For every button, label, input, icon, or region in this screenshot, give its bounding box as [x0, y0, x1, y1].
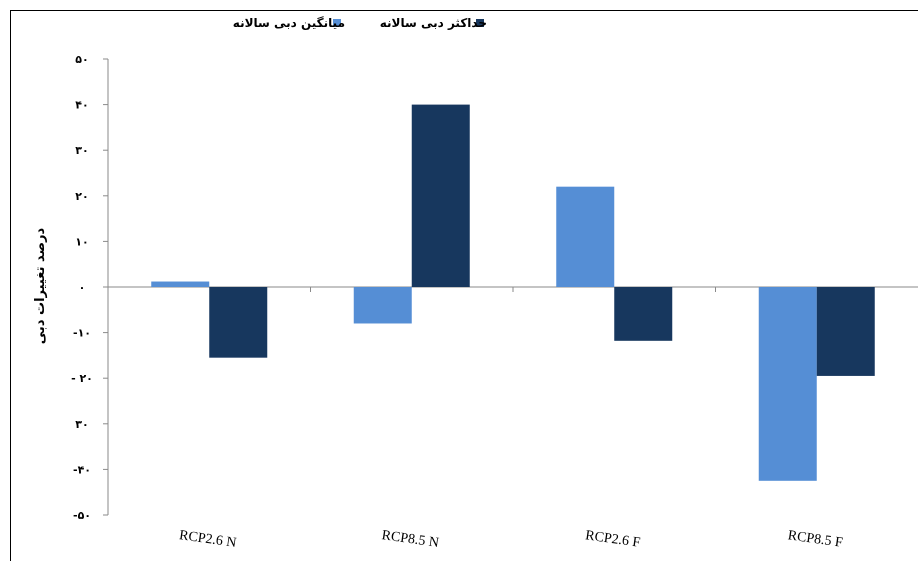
- category-labels: RCP2.6 N RCP8.5 N RCP2.6 F RCP8.5 F: [178, 528, 844, 551]
- legend-label-mean: میانگین دبی سالانه: [233, 16, 345, 30]
- y-tick-label: ۳۰: [75, 144, 88, 157]
- y-tick-label: ۰: [79, 281, 86, 294]
- y-tick-label: -۴۰: [73, 463, 91, 476]
- bar: [614, 287, 673, 341]
- y-axis-label: درصد تغییرات دبی: [33, 227, 48, 344]
- legend-label-max: حداکثر دبی سالانه: [380, 16, 487, 30]
- bar: [353, 287, 412, 324]
- x-category-label: RCP2.6 N: [178, 528, 237, 551]
- bar: [758, 287, 817, 481]
- axes: ۵۰ ۴۰ ۳۰ ۲۰ ۱۰ ۰ -۱۰ - ۲۰ ۳۰ -۴۰ -۵۰: [71, 53, 918, 522]
- y-tick-label: -۵۰: [73, 509, 91, 522]
- y-tick-label: ۴۰: [75, 99, 88, 112]
- legend-swatch-max: [476, 19, 484, 27]
- bars: [151, 104, 875, 481]
- legend: حداکثر دبی سالانه میانگین دبی سالانه: [233, 16, 487, 30]
- y-tick-label: ۵۰: [75, 53, 88, 66]
- bar: [411, 104, 470, 287]
- bar: [209, 287, 268, 358]
- chart-frame: [10, 10, 918, 561]
- x-category-label: RCP2.6 F: [584, 528, 641, 551]
- x-category-label: RCP8.5 N: [381, 528, 440, 551]
- bar: [556, 186, 615, 287]
- legend-swatch-mean: [333, 19, 341, 27]
- x-category-label: RCP8.5 F: [787, 528, 844, 551]
- y-tick-label: ۲۰: [75, 190, 88, 203]
- bar: [816, 287, 875, 376]
- y-tick-label: ۳۰: [75, 418, 88, 431]
- bar: [151, 281, 210, 287]
- y-tick-label: - ۲۰: [71, 372, 93, 385]
- y-tick-label: -۱۰: [73, 327, 91, 340]
- y-tick-label: ۱۰: [75, 235, 88, 248]
